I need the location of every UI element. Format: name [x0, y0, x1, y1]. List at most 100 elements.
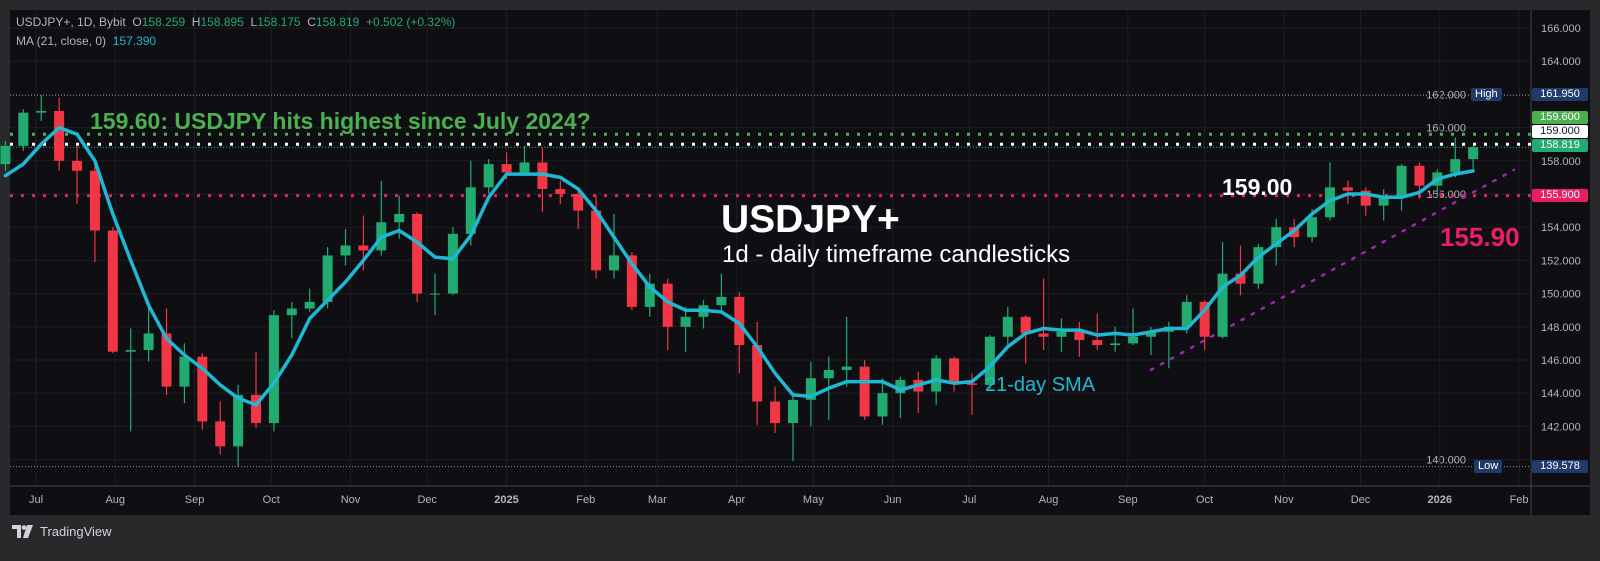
candle-down	[1235, 273, 1246, 284]
x-tick-label: 2026	[1428, 494, 1452, 506]
candle-up	[179, 356, 190, 387]
headline-annotation: 159.60: USDJPY hits highest since July 2…	[90, 108, 591, 134]
candle-down	[54, 111, 65, 161]
brand-name: TradingView	[40, 524, 112, 539]
low-tag: Low	[1474, 460, 1503, 473]
candle-down	[89, 170, 100, 231]
y-tick-label: 152.000	[1541, 255, 1581, 267]
candle-up	[340, 245, 351, 256]
y-tick-label: 160.000	[1426, 123, 1466, 135]
low-label: L	[250, 15, 258, 29]
candle-down	[107, 230, 118, 352]
candle-up	[394, 213, 405, 223]
x-tick-label: Aug	[1039, 494, 1059, 506]
y-tick-label: 156.000	[1426, 189, 1466, 201]
green-level-label: 159.600	[1532, 111, 1588, 124]
candle-up	[465, 187, 476, 234]
candle-up	[1307, 217, 1318, 238]
candle-down	[626, 255, 637, 307]
y-tick-label: 162.000	[1426, 89, 1466, 101]
candle-up	[877, 393, 888, 417]
candle-up	[36, 111, 47, 113]
x-tick-label: Nov	[1274, 494, 1294, 506]
candle-up	[1181, 301, 1192, 327]
y-tick-label: 150.000	[1541, 289, 1581, 301]
candle-up	[1271, 227, 1282, 248]
ma-label[interactable]: MA (21, close, 0)	[16, 34, 107, 48]
candle-up	[823, 369, 834, 379]
candle-up	[787, 399, 798, 424]
candle-down	[591, 210, 602, 271]
y-tick-label: 146.000	[1541, 355, 1581, 367]
x-tick-label: Sep	[1118, 494, 1138, 506]
candle-down	[949, 358, 960, 384]
y-tick-label: 142.000	[1541, 421, 1581, 433]
candle-down	[662, 283, 673, 327]
y-tick-label: 164.000	[1541, 56, 1581, 68]
y-tick-label: 144.000	[1541, 388, 1581, 400]
candle-up	[805, 378, 816, 400]
candle-up	[1217, 273, 1228, 337]
candle-up	[716, 296, 727, 306]
candle-up	[1128, 336, 1139, 344]
candle-down	[197, 356, 208, 422]
x-tick-label: Jul	[962, 494, 976, 506]
ma-legend: MA (21, close, 0) 157.390	[16, 34, 156, 48]
x-tick-label: Aug	[105, 494, 125, 506]
candle-up	[1378, 197, 1389, 206]
candle-up	[447, 233, 458, 294]
x-tick-label: May	[803, 494, 824, 506]
subtitle-annotation: 1d - daily timeframe candlesticks	[722, 241, 1071, 268]
candle-down	[770, 401, 781, 424]
candle-up	[286, 308, 297, 316]
high-tag: High	[1471, 88, 1502, 101]
x-tick-label: Jun	[884, 494, 902, 506]
candle-up	[644, 283, 655, 307]
candle-down	[573, 194, 584, 211]
x-tick-label: Apr	[728, 494, 745, 506]
x-tick-label: Oct	[263, 494, 280, 506]
y-tick-label: 140.000	[1426, 455, 1466, 467]
candle-down	[1360, 190, 1371, 206]
x-tick-label: Nov	[341, 494, 361, 506]
candle-up	[931, 358, 942, 392]
trendline	[1149, 168, 1516, 372]
candle-down	[1092, 340, 1103, 346]
x-tick-label: Dec	[417, 494, 437, 506]
candle-down	[1199, 301, 1210, 337]
symbol-label[interactable]: USDJPY+, 1D, Bybit	[16, 15, 126, 29]
x-tick-label: Sep	[185, 494, 205, 506]
candle-up	[233, 394, 244, 447]
low-value: 158.175	[257, 15, 301, 29]
candle-up	[1056, 331, 1067, 337]
y-tick-label: 154.000	[1541, 222, 1581, 234]
candle-up	[608, 255, 619, 271]
high-value: 158.895	[200, 15, 244, 29]
close-value: 158.819	[315, 15, 360, 29]
last-price-label: 158.819	[1532, 139, 1588, 152]
white-level-label: 159.000	[1532, 125, 1588, 138]
x-tick-label: Dec	[1351, 494, 1371, 506]
candle-up	[984, 336, 995, 385]
x-tick-label: Jul	[29, 494, 43, 506]
candle-up	[1468, 147, 1479, 160]
ohlc-legend: USDJPY+, 1D, Bybit O158.259 H158.895 L15…	[16, 15, 455, 29]
candle-down	[501, 164, 512, 173]
close-label: C	[307, 15, 316, 29]
tradingview-branding[interactable]: TradingView	[12, 524, 112, 539]
ma-value: 157.390	[112, 34, 157, 48]
high-price-label: 161.950	[1532, 88, 1588, 101]
change-value: +0.502 (+0.32%)	[366, 15, 456, 29]
x-tick-label: Feb	[576, 494, 595, 506]
ma-21-line	[3, 125, 1475, 407]
candle-down	[215, 421, 226, 447]
candle-up	[895, 379, 906, 394]
candle-down	[966, 383, 977, 385]
candle-down	[412, 213, 423, 294]
x-tick-label: 2025	[494, 494, 518, 506]
candle-up	[483, 164, 494, 188]
level-159-annotation: 159.00	[1222, 174, 1293, 200]
candle-up	[841, 366, 852, 370]
candle-down	[1038, 333, 1049, 337]
